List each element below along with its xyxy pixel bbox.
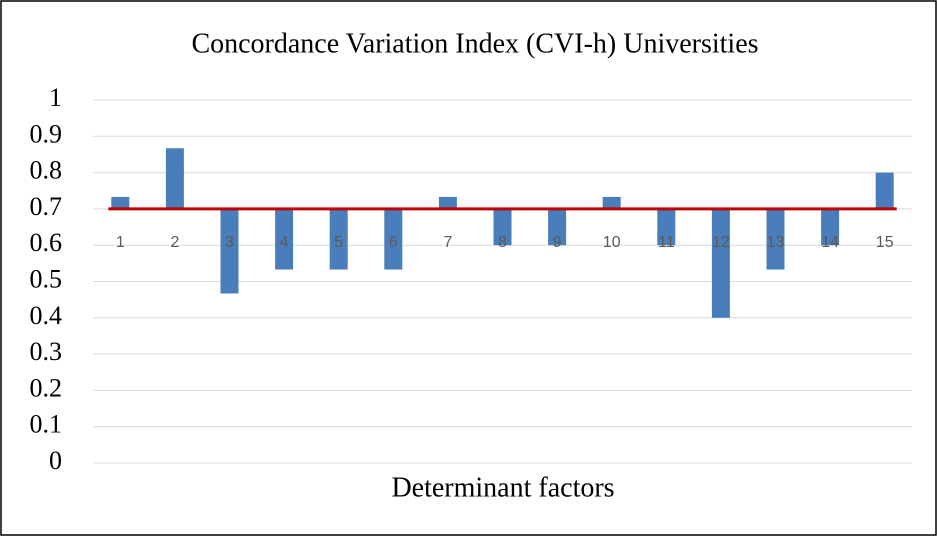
chart-title: Concordance Variation Index (CVI-h) Univ… (191, 28, 758, 59)
bar (821, 208, 840, 246)
x-axis-label: Determinant factors (391, 472, 614, 503)
bar (493, 208, 512, 246)
x-tick-label: 2 (170, 234, 179, 251)
y-tick-label: 0.1 (30, 410, 63, 439)
y-tick-label: 0.2 (30, 373, 63, 402)
bar (384, 208, 403, 270)
x-tick-label: 3 (225, 234, 234, 251)
bar (329, 208, 348, 270)
x-tick-label: 5 (334, 234, 343, 251)
y-tick-label: 0.5 (30, 264, 63, 293)
y-tick-label: 0.8 (30, 156, 63, 185)
x-tick-label: 6 (389, 234, 398, 251)
bar (548, 208, 567, 246)
x-tick-label: 12 (712, 234, 730, 251)
bar (875, 172, 894, 209)
x-tick-label: 11 (658, 234, 675, 251)
y-tick-label: 0.9 (30, 119, 63, 148)
x-tick-label: 1 (116, 234, 125, 251)
bar (602, 196, 621, 209)
x-tick-label: 8 (498, 234, 507, 251)
x-tick-label: 7 (443, 234, 452, 251)
bar (111, 196, 130, 209)
bar (438, 196, 457, 209)
y-tick-label: 0.4 (30, 301, 63, 330)
bar (165, 148, 184, 209)
y-tick-label: 1 (49, 83, 62, 112)
bar (220, 208, 239, 294)
bar (711, 208, 730, 318)
bar (275, 208, 294, 270)
x-tick-label: 10 (603, 234, 621, 251)
bar (657, 208, 676, 246)
y-tick-label: 0 (49, 446, 62, 475)
y-tick-label: 0.7 (30, 192, 63, 221)
x-tick-label: 4 (280, 234, 289, 251)
bar (766, 208, 785, 270)
x-tick-label: 15 (876, 234, 894, 251)
y-tick-label: 0.3 (30, 337, 63, 366)
y-tick-label: 0.6 (30, 228, 63, 257)
x-tick-label: 14 (821, 234, 839, 251)
x-tick-label: 13 (767, 234, 785, 251)
x-tick-label: 9 (553, 234, 562, 251)
